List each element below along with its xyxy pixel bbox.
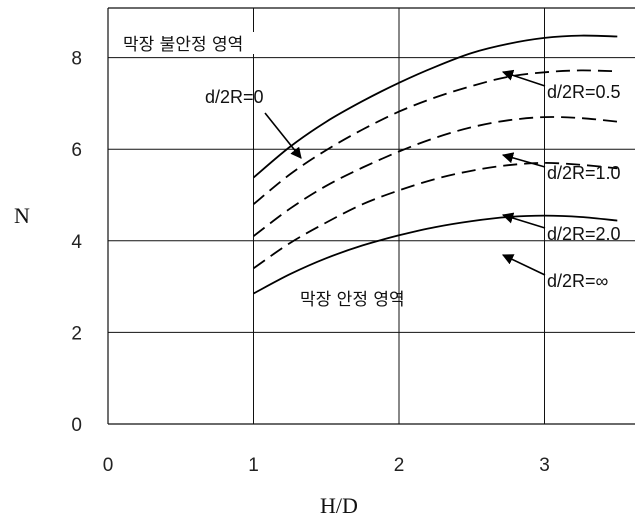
series-label-1: d/2R=0.5 xyxy=(547,82,621,102)
series-label-4: d/2R=∞ xyxy=(547,271,609,291)
y-axis-label: N xyxy=(14,203,30,228)
x-tick-label: 1 xyxy=(248,455,259,476)
series-arrow-4 xyxy=(501,254,546,276)
y-tick-label: 6 xyxy=(71,140,82,161)
series-arrow-0 xyxy=(264,112,302,159)
series-line-4 xyxy=(253,214,618,295)
unstable-region-label-bg xyxy=(120,32,298,54)
curve-labels: d/2R=0 d/2R=0.5 d/2R=1.0 d/2R=2.0 d/2R=∞ xyxy=(205,69,621,291)
series-arrow-2 xyxy=(501,152,546,168)
series-line-0 xyxy=(252,34,618,179)
series-label-2: d/2R=1.0 xyxy=(547,163,621,183)
series-line-3 xyxy=(252,161,618,270)
grid xyxy=(108,8,635,424)
stable-region-label: 막장 안정 영역 xyxy=(300,290,405,310)
x-tick-label: 3 xyxy=(539,455,550,476)
y-tick-label: 4 xyxy=(71,232,82,253)
series-arrow-1 xyxy=(501,69,546,87)
series-line-2 xyxy=(252,116,618,237)
x-axis-label: H/D xyxy=(320,493,358,518)
y-tick-label: 8 xyxy=(71,49,82,70)
unstable-region-label: 막장 불안정 영역 xyxy=(123,35,243,55)
series-label-3: d/2R=2.0 xyxy=(547,224,621,244)
x-tick-label: 2 xyxy=(394,455,405,476)
series-line-1 xyxy=(252,69,618,205)
series-label-0: d/2R=0 xyxy=(205,87,264,107)
curves xyxy=(252,34,618,295)
y-tick-label: 0 xyxy=(71,415,82,436)
tick-labels: 0 1 2 3 0 2 4 6 8 xyxy=(71,49,549,476)
series-arrow-3 xyxy=(501,212,546,229)
y-tick-label: 2 xyxy=(71,323,82,344)
x-tick-label: 0 xyxy=(103,455,114,476)
